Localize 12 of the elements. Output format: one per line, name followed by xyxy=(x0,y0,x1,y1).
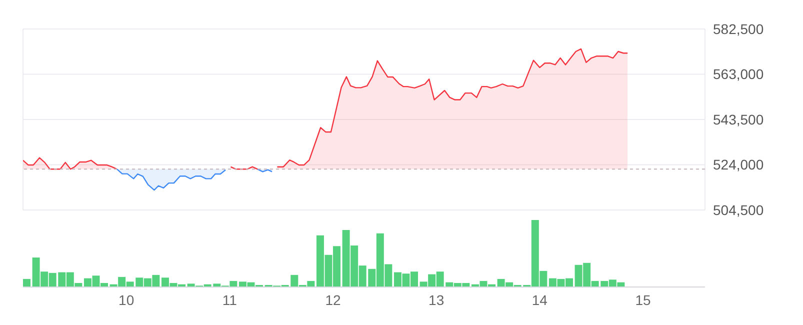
x-tick-label: 12 xyxy=(325,292,341,308)
x-tick-label: 11 xyxy=(222,292,238,308)
y-tick-label: 563,000 xyxy=(713,66,764,82)
x-tick-label: 13 xyxy=(428,292,444,308)
y-tick-label: 524,000 xyxy=(713,156,764,173)
x-tick-label: 15 xyxy=(635,292,651,308)
y-tick-label: 504,500 xyxy=(713,202,764,218)
y-tick-label: 582,500 xyxy=(713,20,764,37)
x-tick-label: 14 xyxy=(532,292,548,308)
x-tick-label: 10 xyxy=(118,292,134,308)
bar xyxy=(23,278,30,287)
y-tick-label: 543,500 xyxy=(713,111,764,128)
